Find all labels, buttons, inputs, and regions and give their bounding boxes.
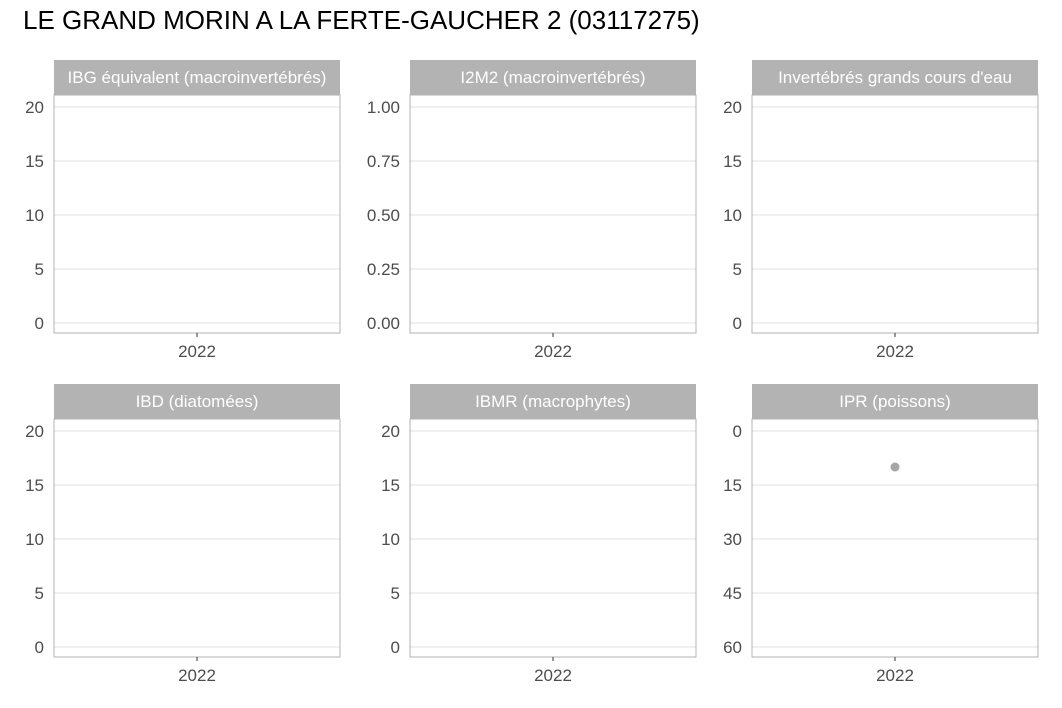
- panel-border: [53, 94, 341, 334]
- facet-panel: IBD (diatomées) 0 5 10 15 20 2022: [25, 384, 341, 685]
- facet-strip: [54, 384, 340, 419]
- y-tick-label: 5: [733, 260, 742, 279]
- facet-panel: Invertébrés grands cours d'eau 0 5 10 15 20 20…: [723, 60, 1039, 361]
- facet-strip: [752, 384, 1038, 419]
- y-tick-label: 20: [25, 422, 44, 441]
- facet-panel: I2M2 (macroinvertébrés) 0.00 0.25 0.50 0.75 1…: [367, 60, 697, 361]
- y-tick-label: 5: [35, 584, 44, 603]
- y-tick-label: 10: [25, 530, 44, 549]
- y-tick-label: 60: [723, 638, 742, 657]
- y-tick-label: 30: [723, 530, 742, 549]
- y-tick-label: 5: [391, 584, 400, 603]
- y-tick-label: 0: [35, 314, 44, 333]
- y-tick-label: 45: [723, 584, 742, 603]
- y-tick-label: 20: [723, 98, 742, 117]
- data-point: [890, 462, 900, 472]
- facet-strip: [54, 60, 340, 95]
- y-tick-label: 0: [391, 638, 400, 657]
- y-tick-label: 10: [25, 206, 44, 225]
- y-tick-label: 0.50: [367, 206, 400, 225]
- facet-title: IPR (poissons): [839, 392, 950, 411]
- y-tick-label: 0: [733, 314, 742, 333]
- y-tick-label: 15: [25, 476, 44, 495]
- y-tick-label: 10: [723, 206, 742, 225]
- x-tick-label: 2022: [178, 666, 216, 685]
- facet-strip: [410, 60, 696, 95]
- facet-title: Invertébrés grands cours d'eau: [778, 68, 1012, 87]
- y-tick-label: 15: [723, 476, 742, 495]
- facet-title: IBG équivalent (macroinvertébrés): [68, 68, 327, 87]
- y-tick-label: 15: [381, 476, 400, 495]
- y-tick-label: 5: [35, 260, 44, 279]
- y-tick-label: 15: [723, 152, 742, 171]
- y-tick-label: 0.00: [367, 314, 400, 333]
- page-title: LE GRAND MORIN A LA FERTE-GAUCHER 2 (031…: [23, 5, 700, 35]
- panel-border: [409, 418, 697, 658]
- panel-border: [409, 94, 697, 334]
- facet-strip: [752, 60, 1038, 95]
- y-tick-label: 0: [35, 638, 44, 657]
- y-tick-label: 20: [25, 98, 44, 117]
- y-tick-label: 10: [381, 530, 400, 549]
- facet-panel: IBG équivalent (macroinvertébrés) 0 5 10 15 2…: [25, 60, 341, 361]
- y-tick-label: 0.25: [367, 260, 400, 279]
- panel-border: [751, 94, 1039, 334]
- x-tick-label: 2022: [178, 342, 216, 361]
- panel-border: [751, 418, 1039, 658]
- x-tick-label: 2022: [876, 342, 914, 361]
- facet-strip: [410, 384, 696, 419]
- y-tick-label: 15: [25, 152, 44, 171]
- y-tick-label: 0.75: [367, 152, 400, 171]
- x-tick-label: 2022: [876, 666, 914, 685]
- panel-border: [53, 418, 341, 658]
- facet-panel: IPR (poissons) 0 15 30 45 60 2022: [723, 384, 1039, 685]
- y-tick-label: 20: [381, 422, 400, 441]
- facet-title: IBMR (macrophytes): [475, 392, 631, 411]
- x-tick-label: 2022: [534, 342, 572, 361]
- y-tick-label: 0: [733, 422, 742, 441]
- facet-title: I2M2 (macroinvertébrés): [460, 68, 645, 87]
- facet-title: IBD (diatomées): [136, 392, 259, 411]
- x-tick-label: 2022: [534, 666, 572, 685]
- y-tick-label: 1.00: [367, 98, 400, 117]
- facet-panel: IBMR (macrophytes) 0 5 10 15 20 2022: [381, 384, 697, 685]
